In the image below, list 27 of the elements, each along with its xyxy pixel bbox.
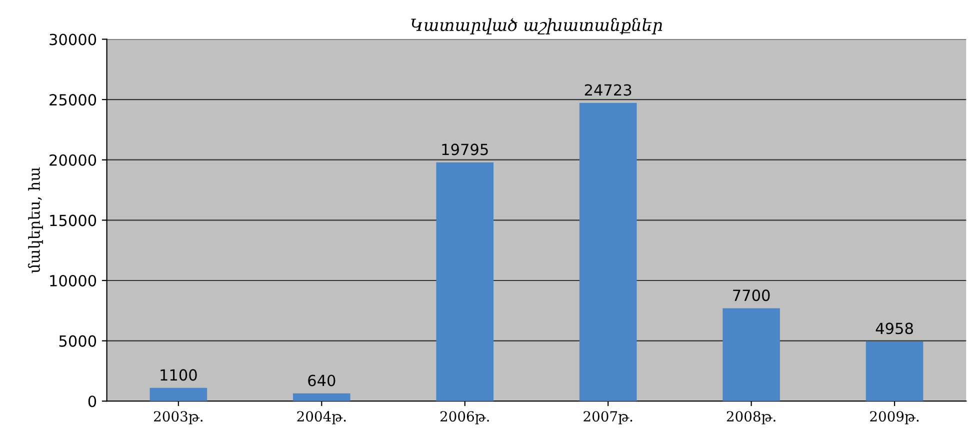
x-tick-label: 2004թ.: [297, 411, 346, 424]
bar: [722, 308, 780, 402]
bar: [579, 102, 637, 402]
y-tick-label: 15000: [50, 214, 96, 226]
y-tick-label: 20000: [50, 154, 96, 166]
y-tick-label: 25000: [50, 94, 96, 106]
bar: [436, 162, 494, 402]
data-label: 4958: [876, 322, 913, 334]
y-tick-label: 0: [88, 396, 96, 408]
x-tick-label: 2007թ.: [584, 411, 632, 424]
x-tick-label: 2009թ.: [870, 411, 919, 424]
chart-title: Կատարված աշխատանքներ: [411, 18, 662, 34]
bar: [866, 341, 924, 402]
x-tick-label: 2008թ.: [726, 411, 776, 424]
data-label: 7700: [733, 290, 770, 302]
data-label: 24723: [584, 84, 632, 96]
y-tick-label: 10000: [50, 274, 96, 287]
x-tick-label: 2006թ.: [440, 411, 489, 424]
bar: [150, 388, 208, 402]
x-tick-label: 2003թ.: [154, 411, 202, 424]
data-label: 1100: [160, 369, 197, 381]
data-label: 640: [308, 374, 336, 386]
y-tick-label: 30000: [50, 34, 96, 46]
y-axis-title: մակերես, հա: [28, 167, 43, 274]
y-tick-label: 5000: [59, 335, 96, 347]
data-label: 19795: [442, 144, 488, 156]
bar: [293, 393, 350, 402]
